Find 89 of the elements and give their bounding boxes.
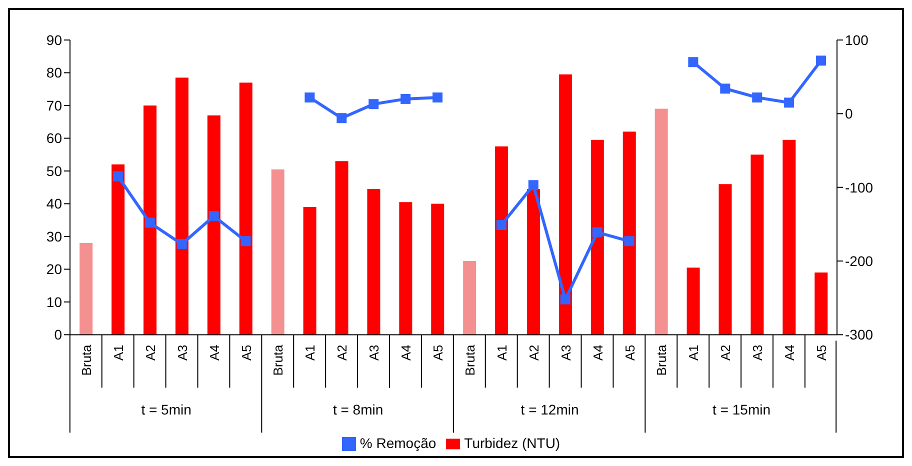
x-tick-label: A1: [302, 344, 318, 361]
y-tick-label: 0: [54, 326, 62, 343]
x-tick-label: A2: [718, 344, 734, 361]
x-tick-label: A2: [142, 344, 158, 361]
x-tick-label: Bruta: [462, 344, 478, 376]
y2-tick-label: 100: [845, 32, 869, 48]
x-tick-label: A4: [782, 344, 798, 361]
y2-tick-label: -100: [845, 179, 874, 196]
bar: [271, 169, 284, 335]
y-tick-label: 50: [46, 162, 62, 179]
x-tick-label: A5: [238, 344, 254, 361]
x-tick-label: A3: [750, 344, 766, 361]
bar: [463, 261, 476, 335]
x-tick-label: A5: [814, 344, 830, 361]
bar: [144, 105, 157, 335]
point: [144, 218, 155, 228]
legend-label: Turbidez (NTU): [464, 434, 560, 451]
point: [400, 94, 411, 104]
bar: [431, 204, 444, 335]
bar: [399, 202, 412, 335]
x-tick-label: A1: [494, 344, 510, 361]
bar: [207, 115, 220, 335]
bar: [718, 184, 732, 335]
bar: [239, 82, 252, 335]
y2-tick-label: -200: [845, 252, 874, 269]
x-tick-label: A1: [686, 344, 702, 361]
point: [720, 84, 730, 94]
x-tick-label: A2: [526, 344, 542, 361]
bar: [750, 154, 764, 335]
y-tick-label: 30: [46, 228, 62, 244]
y-tick-label: 20: [46, 261, 62, 278]
text: t = 12min: [520, 402, 579, 418]
x-tick-label: A2: [334, 344, 350, 361]
point: [560, 294, 570, 304]
x-tick-label: A3: [366, 344, 382, 361]
y-tick-label: 90: [46, 32, 62, 48]
bar: [782, 140, 796, 335]
point: [240, 236, 251, 246]
x-tick-label: A5: [622, 344, 638, 361]
x-tick-label: A5: [430, 344, 446, 361]
point: [688, 57, 698, 68]
text: t = 15min: [712, 402, 771, 418]
x-tick-label: Bruta: [78, 344, 94, 376]
x-tick-label: Bruta: [654, 344, 670, 376]
x-tick-label: A4: [590, 344, 606, 361]
x-tick-label: A4: [206, 344, 222, 361]
bar: [654, 108, 668, 335]
point: [368, 99, 379, 110]
bar: [622, 132, 636, 335]
bar: [175, 78, 188, 335]
bar: [495, 146, 508, 335]
y-tick-label: 40: [46, 196, 62, 212]
x-tick-label: A1: [110, 344, 126, 361]
point: [304, 92, 315, 102]
bar: [80, 243, 93, 335]
y-tick-label: 10: [46, 294, 62, 310]
bar: [814, 272, 828, 335]
point: [592, 227, 602, 238]
legend-label: % Remoção: [360, 434, 436, 451]
bar: [686, 268, 700, 335]
x-tick-label: A3: [558, 344, 574, 361]
point: [784, 98, 794, 108]
x-tick-label: A4: [398, 344, 414, 361]
bar: [335, 161, 348, 335]
point: [816, 56, 826, 66]
x-tick-label: Bruta: [270, 344, 286, 376]
bar: [590, 140, 604, 335]
point: [176, 239, 187, 250]
y-tick-label: 60: [46, 130, 62, 146]
y-tick-label: 70: [46, 97, 62, 114]
point: [336, 113, 347, 124]
point: [528, 180, 538, 190]
bar: [367, 188, 380, 335]
y2-tick-label: -300: [845, 326, 874, 343]
bar: [558, 74, 572, 335]
bar: [527, 188, 540, 335]
point: [208, 211, 219, 222]
text: t = 8min: [332, 402, 384, 418]
y2-tick-label: 0: [845, 106, 853, 122]
point: [432, 92, 443, 102]
bar: [303, 207, 316, 335]
y-tick-label: 80: [46, 64, 62, 81]
point: [752, 92, 762, 102]
x-tick-label: A3: [174, 344, 190, 361]
text: t = 5min: [141, 402, 192, 418]
bar: [112, 164, 125, 335]
point: [624, 236, 634, 246]
point: [112, 171, 123, 182]
point: [496, 220, 506, 230]
